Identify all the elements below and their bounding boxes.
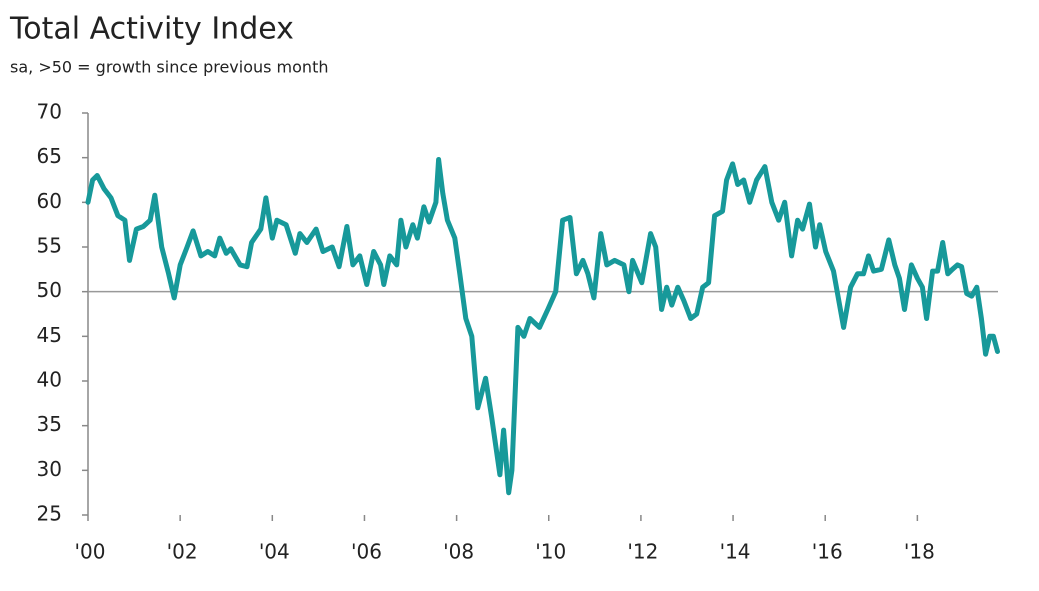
y-tick-label: 45	[37, 323, 62, 347]
x-tick-label: '02	[167, 540, 198, 564]
x-tick-label: '10	[535, 540, 566, 564]
y-tick-label: 65	[37, 144, 62, 168]
y-tick-label: 50	[37, 278, 62, 302]
x-tick-label: '04	[259, 540, 290, 564]
y-tick-label: 40	[37, 368, 62, 392]
x-tick-label: '16	[812, 540, 843, 564]
x-tick-label: '00	[75, 540, 106, 564]
y-tick-label: 60	[37, 189, 62, 213]
y-tick-label: 70	[37, 100, 62, 124]
y-tick-label: 55	[37, 234, 62, 258]
x-tick-label: '06	[351, 540, 382, 564]
chart-title: Total Activity Index	[9, 12, 294, 47]
chart-subtitle: sa, >50 = growth since previous month	[10, 58, 328, 77]
y-tick-label: 35	[37, 412, 62, 436]
x-tick-label: '14	[720, 540, 751, 564]
series-line	[85, 157, 1000, 496]
x-tick-label: '08	[443, 540, 474, 564]
y-tick-label: 25	[37, 502, 62, 526]
y-tick-label: 30	[37, 457, 62, 481]
x-tick-label: '18	[904, 540, 935, 564]
x-tick-label: '12	[627, 540, 658, 564]
